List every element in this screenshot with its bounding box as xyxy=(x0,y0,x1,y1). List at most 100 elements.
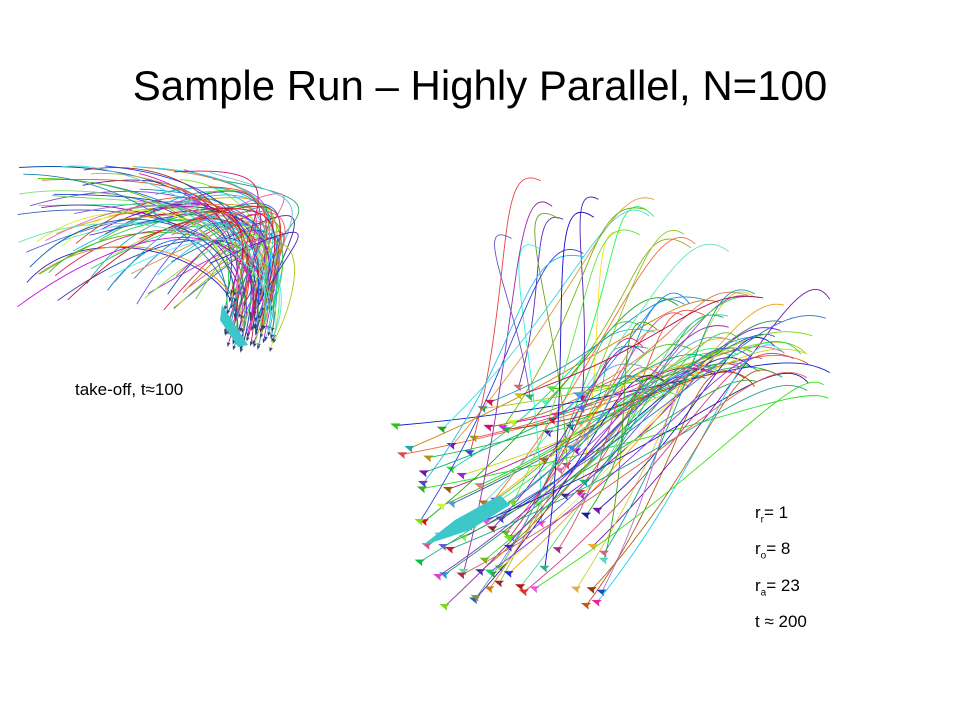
agent-arrow xyxy=(539,565,550,573)
trajectory xyxy=(548,341,802,433)
agent-arrow xyxy=(586,587,597,594)
agent-arrow xyxy=(573,392,584,400)
trajectory xyxy=(463,201,553,572)
trajectory xyxy=(90,224,254,331)
parameter: rr= 1 xyxy=(755,498,807,534)
agent-arrow xyxy=(273,338,277,344)
trajectory xyxy=(524,353,794,593)
agent-arrow xyxy=(417,480,429,488)
agent-arrow xyxy=(456,572,467,580)
trajectory xyxy=(428,366,783,459)
parameter-rest: = 23 xyxy=(766,575,800,595)
trajectory xyxy=(534,381,824,589)
agent-arrow xyxy=(576,406,587,414)
agent-arrow xyxy=(566,445,577,453)
trajectory xyxy=(520,314,729,587)
agent-arrow xyxy=(233,291,237,297)
parameter-rest: = 8 xyxy=(766,539,791,559)
agent-arrow xyxy=(524,394,535,402)
trajectory xyxy=(409,299,719,449)
trajectory xyxy=(53,193,232,295)
agent-arrow xyxy=(479,557,490,565)
agent-arrow xyxy=(501,427,512,434)
trajectory xyxy=(18,223,269,328)
trajectory xyxy=(544,211,595,569)
trajectory xyxy=(438,368,717,577)
trajectory xyxy=(442,209,650,430)
trajectory xyxy=(144,233,273,345)
agent-arrow xyxy=(598,557,609,565)
trajectory xyxy=(603,321,658,561)
agent-arrow xyxy=(239,327,243,333)
trajectory xyxy=(586,376,671,516)
trajectory xyxy=(463,357,753,538)
agent-arrow xyxy=(414,518,425,526)
agent-arrow xyxy=(255,330,259,336)
parameter-symbol: t ≈ 200 xyxy=(755,612,807,632)
agent-arrow xyxy=(596,589,607,597)
parameter-subscript: r xyxy=(760,514,765,526)
trajectory xyxy=(581,296,760,409)
trajectory xyxy=(128,207,276,330)
agent-arrow xyxy=(458,535,469,542)
trajectory xyxy=(578,291,749,396)
trajectory xyxy=(61,209,234,307)
trajectory xyxy=(571,374,645,449)
agent-arrow xyxy=(470,595,481,602)
agent-arrow xyxy=(269,346,273,352)
agent-arrow xyxy=(576,493,587,500)
agent-arrow xyxy=(538,457,549,465)
trajectory xyxy=(444,325,729,607)
trajectory xyxy=(451,328,656,470)
agent-arrow xyxy=(264,336,269,342)
caption: take-off, t≈100 xyxy=(75,380,184,399)
agent-arrow xyxy=(598,550,609,558)
trajectory xyxy=(603,289,755,554)
agent-arrow xyxy=(458,568,469,576)
agent-arrow xyxy=(513,393,524,400)
trajectory xyxy=(173,242,295,341)
trajectory xyxy=(502,207,647,428)
parameter-symbol: r xyxy=(755,575,761,595)
trajectory xyxy=(37,246,244,348)
parameter-symbol: r xyxy=(755,539,761,559)
trajectory xyxy=(135,166,274,291)
agent-arrow xyxy=(540,400,551,407)
agent-arrow xyxy=(271,337,275,343)
agent-arrow xyxy=(390,423,401,431)
agent-arrow xyxy=(249,341,254,347)
agent-arrow xyxy=(423,455,434,463)
agent-arrow xyxy=(484,399,495,407)
agent-arrow xyxy=(261,306,265,313)
trajectory xyxy=(173,170,259,292)
parameter: t ≈ 200 xyxy=(755,607,807,636)
trajectory xyxy=(490,296,709,403)
agent-arrow xyxy=(246,332,251,338)
agent-arrow xyxy=(443,486,454,494)
agent-arrow xyxy=(252,339,256,345)
agent-arrow xyxy=(267,331,272,337)
agent-arrow xyxy=(224,305,228,311)
trajectory xyxy=(423,254,585,484)
agent-arrow xyxy=(439,604,450,611)
agent-arrow xyxy=(464,450,475,458)
parameter: ra= 23 xyxy=(755,571,807,607)
trajectory xyxy=(108,239,266,310)
agent-arrow xyxy=(554,467,565,475)
trajectory xyxy=(17,237,254,335)
agent-arrow xyxy=(397,452,408,459)
trajectory xyxy=(597,337,776,511)
agent-arrow xyxy=(580,512,592,520)
trajectory xyxy=(556,206,655,416)
agent-arrow xyxy=(487,526,498,533)
trajectory xyxy=(118,212,251,300)
agent-arrow xyxy=(518,589,529,597)
agent-arrow xyxy=(246,336,250,342)
agent-arrow xyxy=(230,289,234,295)
trajectory xyxy=(519,295,764,396)
agent-arrow xyxy=(507,500,518,508)
trajectory xyxy=(62,165,271,339)
trajectory xyxy=(499,229,684,584)
